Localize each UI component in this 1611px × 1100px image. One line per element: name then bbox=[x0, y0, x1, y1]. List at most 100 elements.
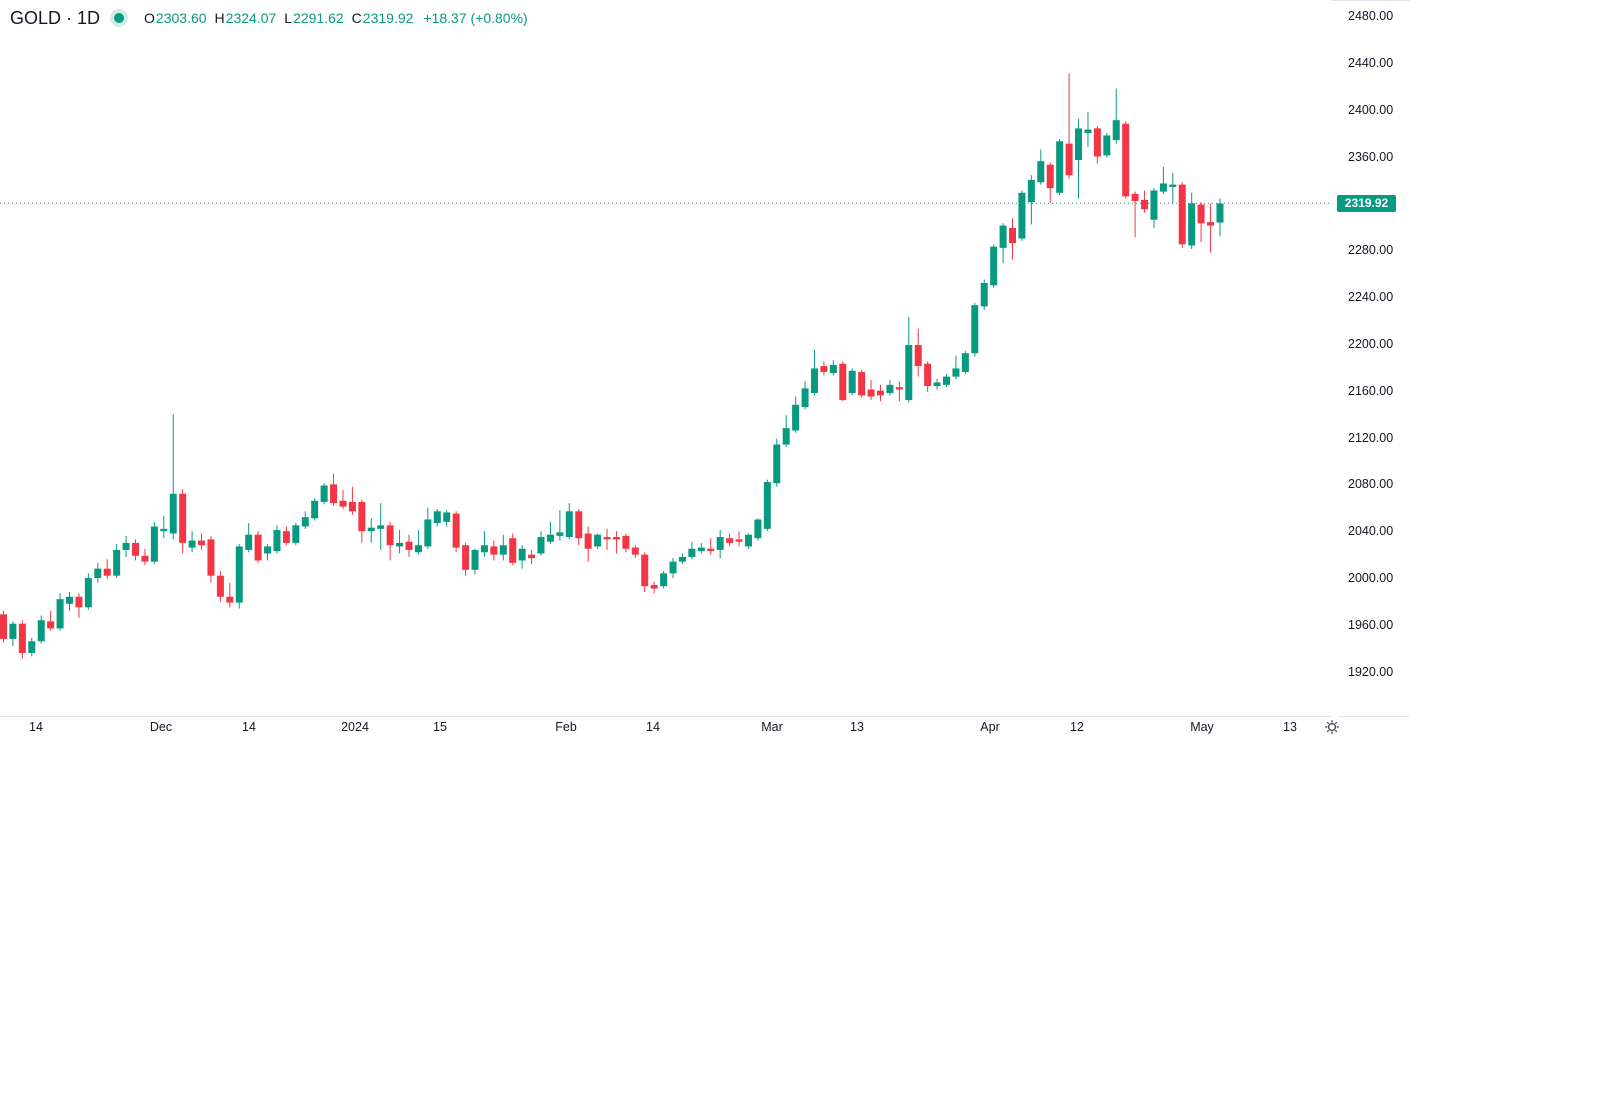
candle bbox=[820, 361, 828, 376]
candle bbox=[933, 378, 941, 390]
candle bbox=[1112, 88, 1120, 144]
candle bbox=[94, 562, 102, 583]
candle bbox=[1131, 191, 1139, 238]
candle bbox=[697, 542, 705, 554]
candle bbox=[1084, 112, 1092, 148]
candle bbox=[792, 396, 800, 433]
candle bbox=[18, 620, 26, 659]
price-tick-label: 1920.00 bbox=[1348, 664, 1394, 679]
candle bbox=[707, 538, 715, 555]
candle bbox=[226, 582, 234, 608]
candle bbox=[716, 530, 724, 559]
change-value: +18.37 (+0.80%) bbox=[423, 10, 528, 26]
candle bbox=[660, 571, 668, 589]
candle bbox=[452, 511, 460, 553]
price-tick-label: 2240.00 bbox=[1348, 290, 1394, 304]
candle bbox=[75, 593, 83, 618]
gear-icon bbox=[1325, 720, 1339, 734]
ohlc-o-value: O2303.60 bbox=[144, 10, 207, 26]
candle bbox=[84, 573, 92, 610]
candle bbox=[914, 328, 922, 377]
candle bbox=[311, 498, 319, 521]
candle bbox=[141, 548, 149, 566]
candle bbox=[773, 438, 781, 487]
candle bbox=[433, 508, 441, 527]
candle bbox=[1027, 175, 1035, 225]
candle bbox=[1188, 192, 1196, 250]
candle bbox=[612, 531, 620, 554]
chart-legend: GOLD · 1D O2303.60 H2324.07 L2291.62 C2319.… bbox=[10, 6, 528, 30]
candle bbox=[801, 381, 809, 410]
time-tick-label: 13 bbox=[1283, 720, 1297, 734]
time-tick-label: 2024 bbox=[341, 720, 369, 734]
candle bbox=[509, 533, 517, 566]
ohlc-h-value: H2324.07 bbox=[214, 10, 277, 26]
candle bbox=[377, 503, 385, 550]
candle bbox=[782, 415, 790, 447]
candle bbox=[829, 360, 837, 376]
candle bbox=[292, 522, 300, 546]
candle bbox=[867, 380, 875, 401]
candle bbox=[330, 473, 338, 506]
candle bbox=[726, 533, 734, 547]
time-axis[interactable]: 14 Dec 14 2024 15 Feb 14 Mar 13 Apr 12 May 13 bbox=[0, 717, 1331, 745]
candle bbox=[1178, 182, 1186, 248]
market-status-icon[interactable] bbox=[110, 9, 129, 27]
price-tick-label: 2000.00 bbox=[1348, 571, 1394, 586]
candle bbox=[924, 361, 932, 392]
price-tick-label: 2040.00 bbox=[1348, 524, 1394, 539]
candle bbox=[273, 525, 281, 554]
chart-widget: GOLD · 1D O2303.60 H2324.07 L2291.62 C2319.… bbox=[0, 0, 1410, 745]
candles-layer bbox=[0, 73, 1224, 659]
candle bbox=[254, 531, 262, 563]
candle bbox=[1150, 188, 1158, 228]
candle bbox=[480, 531, 488, 557]
ohlc-l-value: L2291.62 bbox=[284, 10, 344, 26]
time-tick-label: May bbox=[1190, 720, 1214, 734]
time-tick-label: Mar bbox=[761, 720, 783, 734]
candle bbox=[1046, 162, 1054, 204]
candle bbox=[905, 316, 913, 403]
candle bbox=[282, 526, 290, 546]
time-tick-label: 12 bbox=[1070, 720, 1084, 734]
candle bbox=[537, 531, 545, 556]
price-tick-label: 2440.00 bbox=[1348, 55, 1394, 70]
candle bbox=[952, 355, 960, 379]
time-tick-label: 13 bbox=[850, 720, 864, 734]
candle bbox=[169, 414, 177, 540]
candle bbox=[9, 621, 17, 646]
price-axis[interactable]: 2319.92 2480.00 2440.00 2400.00 2360.00 2280… bbox=[1331, 0, 1410, 716]
candle bbox=[688, 541, 696, 560]
symbol-title[interactable]: GOLD · 1D bbox=[10, 7, 101, 28]
candle bbox=[961, 350, 969, 375]
candle bbox=[47, 610, 55, 631]
candle bbox=[650, 581, 658, 594]
candle bbox=[754, 518, 762, 541]
price-tick-label: 2280.00 bbox=[1348, 243, 1394, 258]
candle bbox=[386, 521, 394, 561]
candle bbox=[0, 610, 7, 643]
price-tick-label: 2200.00 bbox=[1348, 336, 1394, 351]
candle bbox=[216, 571, 224, 602]
candle bbox=[320, 483, 328, 505]
candle bbox=[1037, 149, 1045, 185]
candle bbox=[37, 615, 45, 644]
candle bbox=[245, 522, 253, 553]
candle bbox=[396, 530, 404, 554]
candle bbox=[471, 548, 479, 575]
candle bbox=[207, 535, 215, 583]
candle bbox=[876, 384, 884, 402]
candle bbox=[367, 518, 375, 543]
candlestick-chart[interactable] bbox=[0, 0, 1410, 745]
candle bbox=[339, 490, 347, 509]
candle bbox=[565, 503, 573, 540]
candle bbox=[462, 542, 470, 576]
price-tick-label: 1960.00 bbox=[1348, 617, 1394, 632]
candle bbox=[1018, 190, 1026, 241]
time-tick-label: Feb bbox=[555, 720, 577, 734]
settings-gear-icon[interactable] bbox=[1324, 719, 1340, 735]
time-tick-label: 14 bbox=[646, 720, 660, 734]
candle bbox=[103, 559, 111, 580]
time-tick-label: 14 bbox=[242, 720, 256, 734]
candle bbox=[669, 558, 677, 579]
